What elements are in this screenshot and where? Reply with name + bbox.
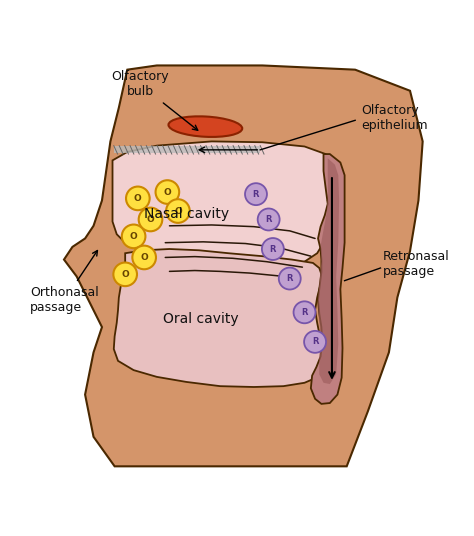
Text: Retronasal
passage: Retronasal passage: [383, 250, 449, 278]
Polygon shape: [64, 65, 423, 466]
Circle shape: [132, 245, 156, 269]
Circle shape: [293, 301, 316, 323]
Text: R: R: [265, 215, 272, 224]
Text: R: R: [301, 308, 308, 317]
Circle shape: [155, 180, 179, 204]
Text: O: O: [130, 232, 137, 241]
Text: Oral cavity: Oral cavity: [164, 311, 239, 326]
Text: R: R: [312, 337, 319, 346]
Circle shape: [304, 331, 326, 353]
Circle shape: [279, 267, 301, 289]
Text: Nasal cavity: Nasal cavity: [144, 207, 229, 221]
Text: O: O: [134, 194, 142, 203]
Text: O: O: [174, 206, 182, 215]
Text: R: R: [286, 274, 293, 283]
Circle shape: [262, 238, 284, 260]
Polygon shape: [318, 158, 339, 384]
Text: O: O: [140, 253, 148, 262]
Circle shape: [139, 207, 162, 232]
Circle shape: [258, 209, 280, 230]
Polygon shape: [112, 142, 340, 270]
Text: O: O: [146, 215, 155, 224]
Circle shape: [113, 263, 137, 286]
Text: Olfactory
bulb: Olfactory bulb: [111, 70, 198, 130]
Text: O: O: [164, 188, 171, 197]
Circle shape: [122, 225, 146, 248]
Circle shape: [166, 199, 190, 223]
FancyBboxPatch shape: [114, 146, 260, 153]
Text: Orthonasal
passage: Orthonasal passage: [30, 250, 99, 314]
Polygon shape: [311, 154, 345, 404]
Text: O: O: [121, 270, 129, 279]
Text: R: R: [270, 244, 276, 254]
Circle shape: [126, 187, 150, 210]
Circle shape: [245, 183, 267, 205]
Text: Olfactory
epithelium: Olfactory epithelium: [362, 104, 428, 132]
Polygon shape: [114, 249, 323, 387]
Ellipse shape: [168, 116, 242, 137]
Text: R: R: [253, 190, 259, 199]
